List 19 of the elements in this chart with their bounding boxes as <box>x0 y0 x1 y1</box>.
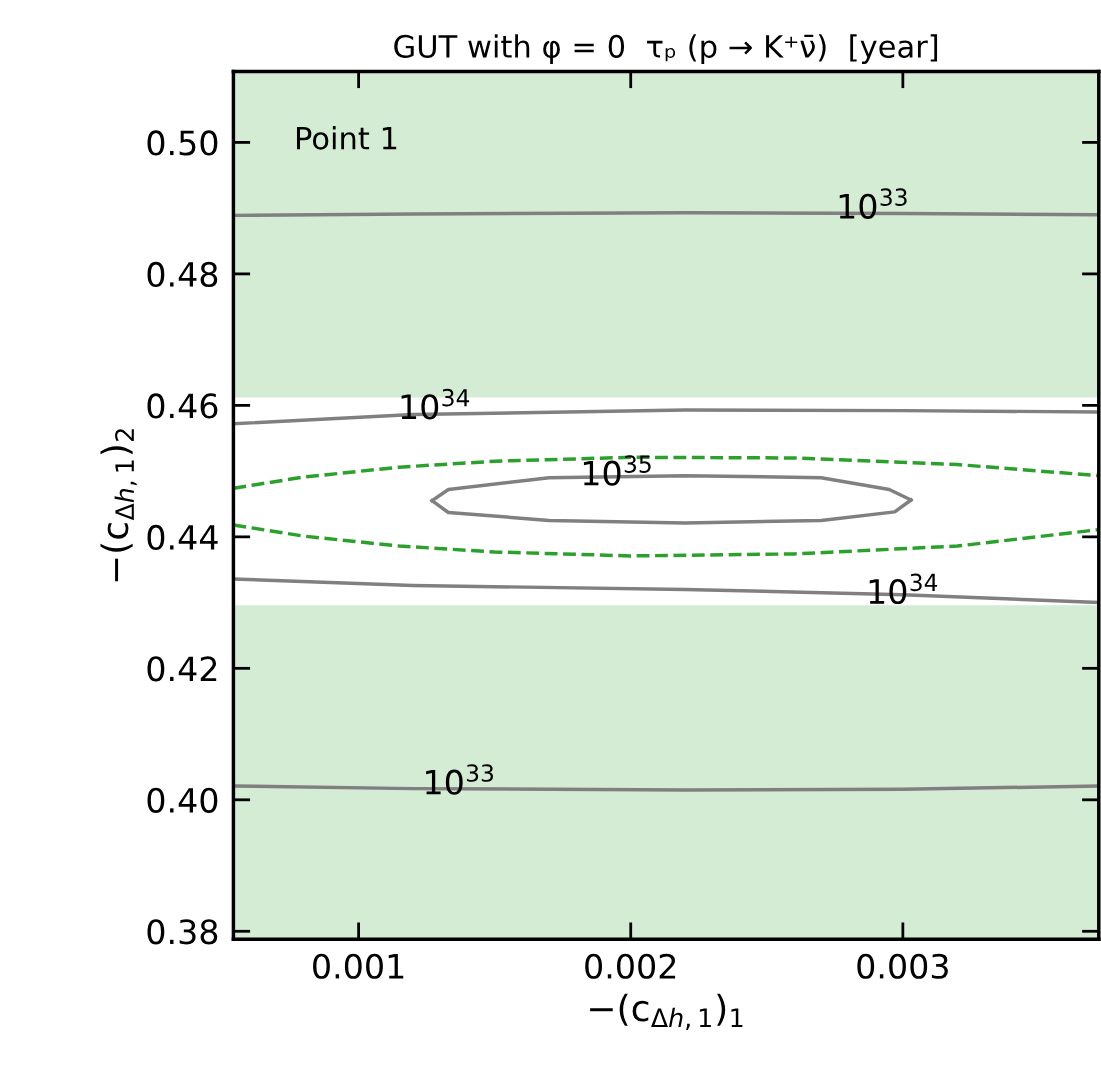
annotation: 10$^{33}$ <box>839 188 907 219</box>
chart-title: GUT with φ = 0 τₚ (p → K⁺ν̄) [year] <box>394 34 938 64</box>
annotation: 10$^{35}$ <box>583 455 651 486</box>
y-tick-label: 0.46 <box>147 393 218 419</box>
x-tick-label: 0.002 <box>585 953 676 979</box>
annotation: Point 1 <box>296 126 397 150</box>
y-tick-label: 0.42 <box>147 656 217 682</box>
y-axis-title: −(c$_{Δh,1}$)$_{2}$ <box>100 429 137 582</box>
y-tick-label: 0.44 <box>147 524 218 550</box>
y-tick-label: 0.50 <box>147 130 218 156</box>
y-tick-label: 0.48 <box>147 261 218 288</box>
annotation: 10$^{34}$ <box>869 573 938 605</box>
x-axis-title: −(c$_{Δh,1}$)$_{1}$ <box>590 993 743 1030</box>
y-tick-label: 0.38 <box>147 919 218 945</box>
annotation: 10$^{33}$ <box>426 764 494 795</box>
x-tick-label: 0.001 <box>313 953 404 979</box>
x-tick-label: 0.003 <box>857 953 948 979</box>
annotation: 10$^{34}$ <box>401 388 470 420</box>
y-tick-label: 0.40 <box>147 787 218 813</box>
